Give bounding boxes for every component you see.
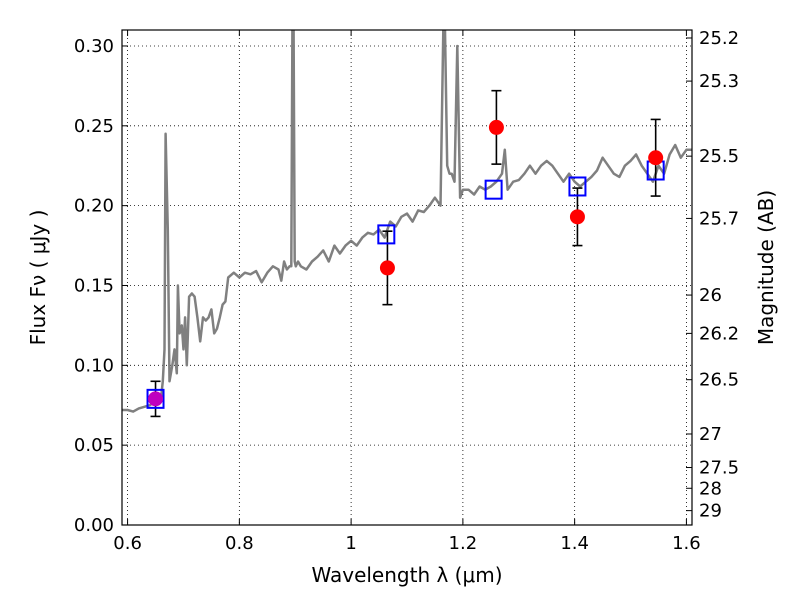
right-tick-label: 28 [699,478,722,499]
y-tick-label: 0.20 [74,196,114,217]
y-tick-label: 0.30 [74,36,114,57]
y-axis-label: Flux Fν ( μJy ) [26,210,50,346]
observed-point [148,391,164,407]
observed-point [569,209,585,225]
right-tick-label: 25.2 [699,28,739,49]
y-axis-ticks: 0.00 0.05 0.10 0.15 0.20 0.25 0.30 [74,36,128,536]
grid [122,30,692,526]
y-tick-label: 0.15 [74,275,114,296]
right-tick-label: 27.5 [699,458,739,479]
right-tick-label: 26.5 [699,370,739,391]
x-tick-label: 1.4 [560,533,589,554]
model-photometry-markers [146,160,665,409]
y-tick-label: 0.00 [74,515,114,536]
y-tick-label: 0.25 [74,116,114,137]
model-photometry-box [568,176,587,197]
model-photometry-box [484,179,503,200]
right-tick-label: 27 [699,424,722,445]
x-axis-ticks: 0.6 0.8 1 1.2 1.4 1.6 [113,30,701,554]
x-tick-label: 1.6 [672,533,701,554]
right-tick-label: 25.7 [699,208,739,229]
plot-frame [121,29,693,526]
observed-point [488,119,504,135]
x-axis-label: Wavelength λ (μm) [311,563,502,587]
y-tick-label: 0.05 [74,435,114,456]
spectrum-line [122,30,692,413]
y-tick-label: 0.10 [74,355,114,376]
observed-photometry-markers [148,119,664,407]
model-spectrum [122,30,692,413]
x-tick-label: 0.6 [113,533,142,554]
right-axis-label: Magnitude (AB) [754,190,778,345]
right-tick-label: 26 [699,285,722,306]
right-tick-label: 26.2 [699,323,739,344]
right-tick-label: 25.3 [699,71,739,92]
observed-point [379,260,395,276]
x-tick-label: 0.8 [225,533,254,554]
model-photometry-box [377,224,396,245]
right-tick-label: 29 [699,501,722,522]
observed-point [648,150,664,166]
model-photometry-box [146,388,165,409]
error-bars [150,89,661,418]
x-tick-label: 1.2 [449,533,478,554]
right-tick-label: 25.5 [699,146,739,167]
x-tick-label: 1 [345,533,356,554]
